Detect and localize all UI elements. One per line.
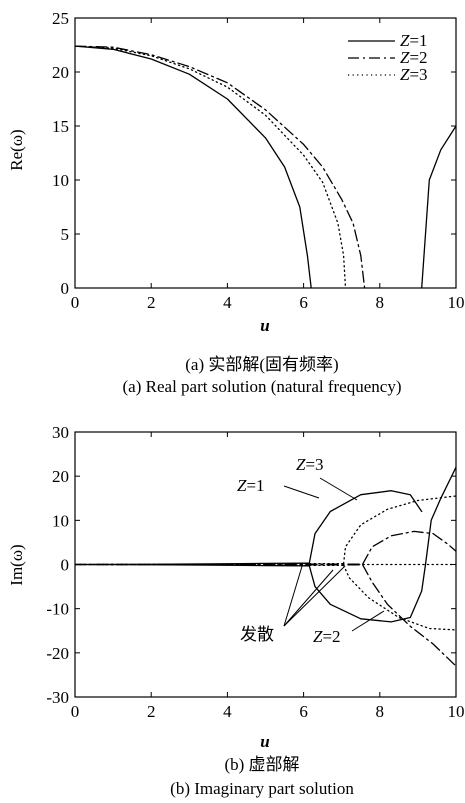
y-axis-label-b: Im(ω) <box>7 544 26 585</box>
annotation-label-divergence: 发散 <box>240 625 274 644</box>
x-tick-label-a: 10 <box>448 293 465 312</box>
legend-label-Z1: Z=1 <box>400 31 428 50</box>
x-tick-label-b: 0 <box>71 702 80 721</box>
y-tick-label-b: 10 <box>52 511 69 530</box>
x-axis-label-a: u <box>260 316 269 335</box>
annotation-leader-divergence <box>283 565 346 627</box>
series-line-Z1-a <box>75 45 312 288</box>
annotation-leader-Z2 <box>351 610 385 632</box>
series-line-Z1-b <box>308 490 423 564</box>
annotation-leader-divergence <box>283 569 334 627</box>
x-axis-label-b: u <box>260 732 269 751</box>
y-tick-label-b: 20 <box>52 467 69 486</box>
y-tick-label-a: 5 <box>61 225 70 244</box>
series-line-Z2-b <box>362 530 456 565</box>
series-line-Z3-b <box>75 563 345 567</box>
annotation-leader-Z3 <box>319 477 358 501</box>
x-tick-label-a: 2 <box>147 293 156 312</box>
x-tick-label-b: 2 <box>147 702 156 721</box>
y-tick-label-b: -10 <box>46 600 69 619</box>
y-tick-label-a: 15 <box>52 117 69 136</box>
series-line-Z3-b <box>342 564 456 631</box>
x-tick-label-b: 8 <box>376 702 385 721</box>
y-tick-label-b: 0 <box>61 556 70 575</box>
x-tick-label-a: 4 <box>223 293 232 312</box>
caption-b-en: (b) Imaginary part solution <box>170 779 354 798</box>
legend-label-Z2: Z=2 <box>400 48 428 67</box>
annotation-label-Z2: Z=2 <box>313 627 341 646</box>
series-line-Z3-b <box>342 495 456 565</box>
series-line-Z2-a <box>75 45 366 288</box>
y-tick-label-a: 25 <box>52 9 69 28</box>
series-line-Z3-a <box>75 45 347 288</box>
y-tick-label-a: 0 <box>61 279 70 298</box>
y-tick-label-b: -30 <box>46 688 69 707</box>
x-tick-label-b: 10 <box>448 702 465 721</box>
x-tick-label-a: 8 <box>376 293 385 312</box>
caption-a-cn: (a) 实部解(固有频率) <box>185 355 338 374</box>
series-group-a <box>75 45 456 288</box>
series-line-Z1-b <box>308 466 456 623</box>
y-tick-label-b: 30 <box>52 423 69 442</box>
y-tick-label-a: 10 <box>52 171 69 190</box>
caption-a-en: (a) Real part solution (natural frequenc… <box>123 377 402 396</box>
y-axis-label-a: Re(ω) <box>7 129 26 170</box>
x-tick-label-a: 6 <box>299 293 308 312</box>
series-line-Z2-b <box>362 564 456 667</box>
x-tick-label-a: 0 <box>71 293 80 312</box>
panel-b: Im(ω) u (b) 虚部解 (b) Imaginary part solut… <box>7 423 465 798</box>
x-tick-label-b: 6 <box>299 702 308 721</box>
x-tick-label-b: 4 <box>223 702 232 721</box>
y-tick-label-a: 20 <box>52 63 69 82</box>
y-tick-label-b: -20 <box>46 644 69 663</box>
series-line-Z3-b <box>75 562 345 566</box>
series-group-b <box>75 466 456 667</box>
caption-b-cn: (b) 虚部解 <box>224 755 299 774</box>
annotation-label-Z3: Z=3 <box>296 455 324 474</box>
plot-frame-a <box>74 17 457 289</box>
annotation-label-Z1: Z=1 <box>237 476 265 495</box>
series-line-Z1-a <box>421 125 456 288</box>
panel-a: Re(ω) u (a) 实部解(固有频率) (a) Real part solu… <box>7 9 465 396</box>
legend-label-Z3: Z=3 <box>400 65 428 84</box>
annotation-leader-divergence <box>283 562 304 627</box>
annotation-leader-Z1 <box>283 485 320 499</box>
